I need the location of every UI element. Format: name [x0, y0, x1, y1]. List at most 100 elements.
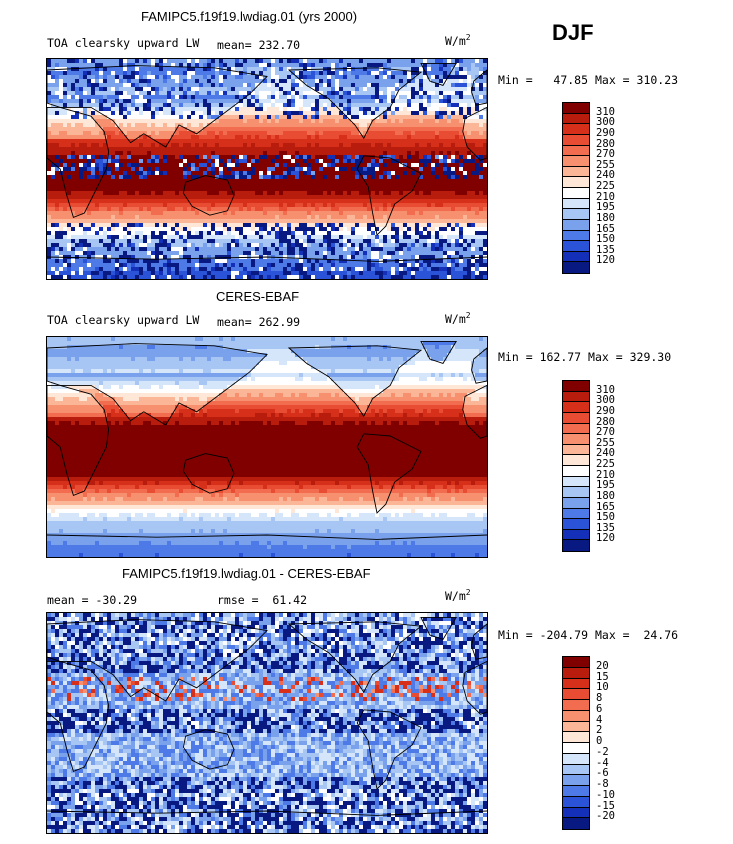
field-cell	[63, 223, 68, 228]
field-cell	[259, 179, 264, 184]
field-cell	[159, 199, 164, 204]
field-cell	[475, 115, 480, 120]
field-cell	[287, 191, 292, 196]
field-cell	[95, 91, 100, 96]
field-cell	[395, 211, 400, 216]
field-cell	[279, 159, 284, 164]
field-cell	[59, 103, 64, 108]
field-cell	[299, 139, 304, 144]
field-cell	[471, 123, 476, 128]
field-cell	[467, 191, 472, 196]
field-cell	[59, 211, 64, 216]
field-cell	[407, 139, 412, 144]
field-cell	[447, 195, 452, 200]
field-cell	[99, 75, 104, 80]
field-cell	[395, 75, 400, 80]
field-cell	[167, 175, 172, 180]
field-cell	[75, 67, 80, 72]
field-cell	[143, 235, 148, 240]
field-cell	[235, 83, 240, 88]
field-cell	[327, 71, 332, 76]
field-cell	[83, 151, 88, 156]
field-cell	[371, 231, 376, 236]
field-cell	[379, 135, 384, 140]
field-cell	[467, 135, 472, 140]
field-cell	[387, 203, 392, 208]
field-cell	[143, 103, 148, 108]
field-cell	[459, 115, 464, 120]
field-cell	[327, 223, 332, 228]
field-cell	[335, 207, 340, 212]
field-cell	[147, 139, 152, 144]
field-cell	[291, 231, 296, 236]
field-cell	[427, 231, 432, 236]
field-cell	[431, 123, 436, 128]
field-cell	[471, 231, 476, 236]
field-cell	[343, 215, 348, 220]
field-cell	[343, 83, 348, 88]
field-cell	[55, 175, 60, 180]
field-cell	[55, 95, 60, 100]
field-cell	[331, 95, 336, 100]
field-cell	[407, 107, 412, 112]
field-cell	[107, 207, 112, 212]
field-cell	[359, 227, 364, 232]
field-cell	[123, 227, 128, 232]
field-cell	[171, 135, 176, 140]
field-cell	[179, 103, 184, 108]
field-cell	[287, 195, 292, 200]
field-cell	[415, 219, 420, 224]
field-cell	[51, 75, 56, 80]
field-cell	[83, 163, 88, 168]
field-cell	[371, 119, 376, 124]
field-cell	[319, 223, 324, 228]
field-cell	[383, 159, 388, 164]
field-cell	[439, 71, 444, 76]
field-cell	[55, 127, 60, 132]
field-cell	[79, 139, 84, 144]
field-cell	[347, 207, 352, 212]
field-cell	[207, 199, 212, 204]
field-cell	[339, 63, 344, 68]
field-cell	[255, 119, 260, 124]
field-cell	[359, 203, 364, 208]
field-cell	[215, 151, 220, 156]
field-cell	[51, 223, 56, 228]
field-cell	[475, 135, 480, 140]
field-cell	[339, 191, 344, 196]
field-cell	[419, 131, 424, 136]
field-cell	[275, 143, 280, 148]
field-cell	[227, 191, 232, 196]
field-cell	[147, 231, 152, 236]
field-cell	[171, 131, 176, 136]
field-cell	[255, 79, 260, 84]
field-cell	[107, 91, 112, 96]
field-cell	[263, 155, 268, 160]
field-cell	[351, 79, 356, 84]
field-cell	[359, 115, 364, 120]
field-cell	[299, 203, 304, 208]
field-cell	[335, 223, 340, 228]
field-cell	[183, 207, 188, 212]
field-cell	[63, 171, 68, 176]
field-cell	[431, 231, 436, 236]
field-cell	[83, 195, 88, 200]
field-cell	[379, 87, 384, 92]
field-cell	[391, 167, 396, 172]
field-cell	[467, 119, 472, 124]
field-cell	[47, 139, 52, 144]
field-cell	[191, 75, 196, 80]
field-cell	[195, 191, 200, 196]
field-cell	[351, 175, 356, 180]
field-cell	[379, 171, 384, 176]
field-cell	[343, 191, 348, 196]
field-cell	[87, 235, 92, 240]
field-cell	[191, 219, 196, 224]
field-cell	[51, 167, 56, 172]
field-cell	[159, 179, 164, 184]
field-cell	[335, 63, 340, 68]
field-cell	[327, 231, 332, 236]
field-cell	[479, 127, 484, 132]
field-cell	[183, 87, 188, 92]
field-cell	[187, 219, 192, 224]
